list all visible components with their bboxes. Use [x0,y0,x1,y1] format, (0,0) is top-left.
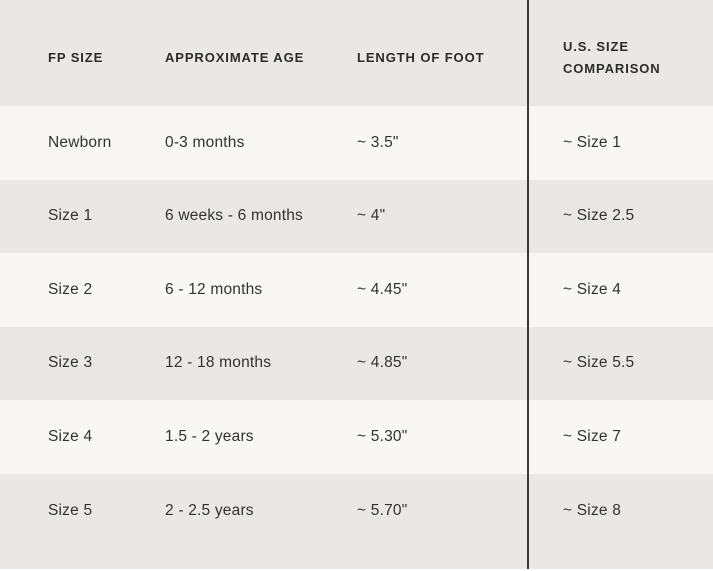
cell-us-size: ~ Size 8 [563,501,622,519]
cell-fp-size: Size 5 [48,501,93,519]
cell-age: 6 - 12 months [165,280,263,298]
table-body: Newborn 0-3 months ~ 3.5" ~ Size 1 Size … [0,106,713,571]
cell-fp-size: Newborn [48,133,112,151]
table-row-size-5: Size 5 2 - 2.5 years ~ 5.70" ~ Size 8 [0,473,713,571]
header-approximate-age: APPROXIMATE AGE [165,50,305,65]
column-divider-line [527,0,529,571]
cell-us-size: ~ Size 5.5 [563,354,635,372]
table-header-row: FP SIZE APPROXIMATE AGE LENGTH OF FOOT U… [0,0,713,106]
cell-length: ~ 5.30" [357,427,408,445]
table-row-size-2: Size 2 6 - 12 months ~ 4.45" ~ Size 4 [0,253,713,327]
cell-age: 12 - 18 months [165,354,272,372]
cell-length: ~ 4.45" [357,280,408,298]
cell-age: 2 - 2.5 years [165,501,254,519]
table-row-newborn: Newborn 0-3 months ~ 3.5" ~ Size 1 [0,106,713,180]
cell-length: ~ 3.5" [357,133,399,151]
cell-us-size: ~ Size 2.5 [563,207,635,225]
table-row-size-3: Size 3 12 - 18 months ~ 4.85" ~ Size 5.5 [0,326,713,400]
header-length-of-foot: LENGTH OF FOOT [357,50,485,65]
cell-age: 0-3 months [165,133,245,151]
cell-length: ~ 4.85" [357,354,408,372]
cell-fp-size: Size 1 [48,207,93,225]
cell-age: 6 weeks - 6 months [165,207,303,225]
header-us-size-comparison: U.S. SIZE COMPARISON [563,39,661,76]
header-fp-size: FP SIZE [48,50,104,65]
cell-fp-size: Size 3 [48,354,93,372]
table-row-size-4: Size 4 1.5 - 2 years ~ 5.30" ~ Size 7 [0,400,713,474]
cell-us-size: ~ Size 1 [563,133,622,151]
cell-age: 1.5 - 2 years [165,427,254,445]
cell-length: ~ 4" [357,207,386,225]
cell-fp-size: Size 4 [48,427,93,445]
cell-us-size: ~ Size 4 [563,280,622,298]
cell-length: ~ 5.70" [357,501,408,519]
table-row-size-1: Size 1 6 weeks - 6 months ~ 4" ~ Size 2.… [0,179,713,253]
bottom-edge-strip [0,569,713,571]
cell-us-size: ~ Size 7 [563,427,622,445]
cell-fp-size: Size 2 [48,280,93,298]
